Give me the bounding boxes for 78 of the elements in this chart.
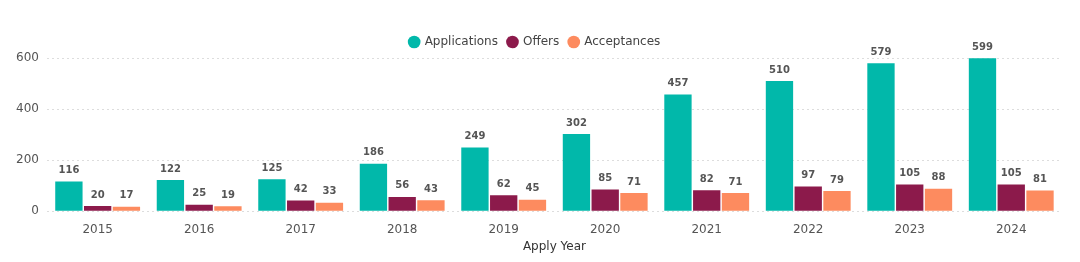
bar (185, 204, 213, 211)
bar (867, 63, 895, 211)
data-label: 81 (1033, 173, 1047, 185)
legend-label: Applications (424, 34, 498, 49)
data-label: 105 (899, 166, 921, 178)
x-tick-label: 2017 (285, 221, 316, 236)
x-axis-title: Apply Year (522, 238, 587, 253)
bar (156, 180, 185, 211)
y-tick-label: 600 (16, 50, 39, 65)
data-label: 186 (362, 146, 384, 158)
bar (84, 206, 112, 211)
bar (1026, 190, 1054, 211)
y-tick-label: 0 (31, 203, 39, 218)
bar (968, 58, 997, 211)
y-tick-label: 200 (16, 152, 39, 167)
x-tick-label: 2024 (995, 221, 1027, 236)
bar (924, 188, 953, 211)
bar (794, 186, 822, 211)
data-label: 62 (496, 177, 511, 189)
legend-label: Offers (522, 34, 560, 49)
y-tick-label: 400 (16, 101, 39, 116)
x-tick-label: 2016 (183, 221, 215, 236)
bar (287, 200, 315, 211)
data-label: 105 (1000, 166, 1022, 178)
bar (896, 184, 924, 211)
data-label: 33 (322, 185, 337, 197)
data-label: 82 (699, 172, 714, 184)
data-label: 97 (801, 169, 816, 181)
bar (359, 163, 388, 211)
data-label: 579 (870, 45, 892, 57)
data-label: 45 (525, 182, 540, 194)
data-label: 20 (90, 188, 105, 200)
data-label: 125 (261, 161, 283, 173)
bar (258, 179, 286, 211)
data-label: 88 (931, 171, 946, 183)
data-label: 19 (220, 188, 235, 200)
data-label: 17 (119, 189, 134, 201)
bar (112, 206, 141, 211)
data-label: 71 (627, 175, 641, 187)
data-label: 116 (58, 164, 80, 176)
bar (823, 191, 851, 211)
data-label: 43 (423, 182, 438, 194)
x-tick-label: 2023 (894, 221, 926, 236)
bar (315, 202, 344, 211)
bar (461, 147, 489, 211)
x-tick-label: 2019 (488, 221, 519, 236)
legend-label: Acceptances (584, 34, 661, 49)
data-label: 85 (598, 172, 613, 184)
data-label: 42 (293, 183, 308, 195)
bar (997, 184, 1025, 211)
bar (765, 80, 794, 211)
data-label: 302 (566, 116, 587, 128)
data-label: 71 (728, 175, 743, 187)
data-label: 25 (192, 187, 207, 199)
x-tick-label: 2015 (82, 221, 113, 236)
bar (562, 134, 591, 211)
data-label: 56 (395, 179, 410, 191)
bar (620, 193, 648, 211)
x-tick-label: 2022 (792, 221, 824, 236)
data-label: 599 (972, 40, 993, 52)
x-tick-label: 2018 (386, 221, 418, 236)
bar (417, 200, 445, 211)
x-tick-label: 2020 (589, 221, 621, 236)
bar (388, 196, 416, 211)
data-label: 510 (769, 63, 790, 75)
bar (693, 190, 721, 211)
bar (490, 195, 518, 211)
bar (721, 193, 750, 211)
data-label: 457 (667, 77, 689, 89)
data-label: 249 (464, 130, 486, 142)
bar (664, 94, 692, 211)
data-label: 122 (159, 162, 181, 174)
bar (591, 189, 619, 211)
x-tick-label: 2021 (691, 221, 722, 236)
bar (214, 206, 242, 211)
bar (55, 181, 83, 211)
data-label: 79 (830, 173, 844, 185)
bar (518, 199, 547, 211)
